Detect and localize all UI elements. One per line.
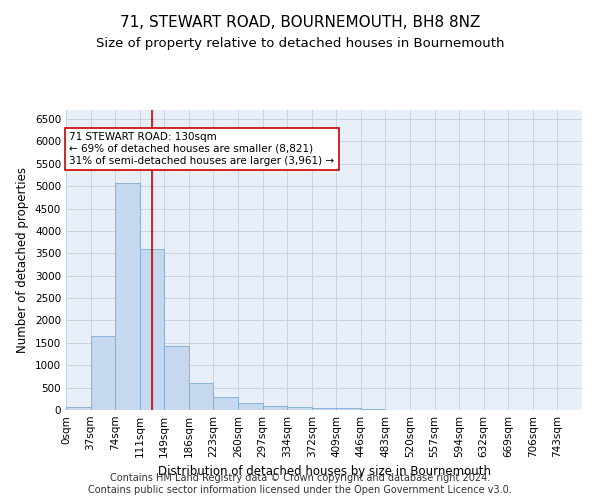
X-axis label: Distribution of detached houses by size in Bournemouth: Distribution of detached houses by size …	[157, 466, 491, 478]
Bar	[91, 336, 115, 410]
Bar	[214, 397, 238, 410]
Bar	[263, 406, 287, 410]
Text: 71, STEWART ROAD, BOURNEMOUTH, BH8 8NZ: 71, STEWART ROAD, BOURNEMOUTH, BH8 8NZ	[120, 15, 480, 30]
Text: Contains HM Land Registry data © Crown copyright and database right 2024.
Contai: Contains HM Land Registry data © Crown c…	[88, 474, 512, 495]
Bar	[238, 404, 263, 410]
Bar	[140, 249, 164, 410]
Y-axis label: Number of detached properties: Number of detached properties	[16, 167, 29, 353]
Bar	[336, 408, 361, 410]
Bar	[312, 408, 336, 410]
Bar	[66, 406, 91, 410]
Bar	[189, 382, 214, 410]
Bar	[287, 407, 312, 410]
Bar	[164, 346, 189, 410]
Text: Size of property relative to detached houses in Bournemouth: Size of property relative to detached ho…	[96, 38, 504, 51]
Text: 71 STEWART ROAD: 130sqm
← 69% of detached houses are smaller (8,821)
31% of semi: 71 STEWART ROAD: 130sqm ← 69% of detache…	[70, 132, 334, 166]
Bar	[115, 183, 140, 410]
Bar	[361, 409, 385, 410]
